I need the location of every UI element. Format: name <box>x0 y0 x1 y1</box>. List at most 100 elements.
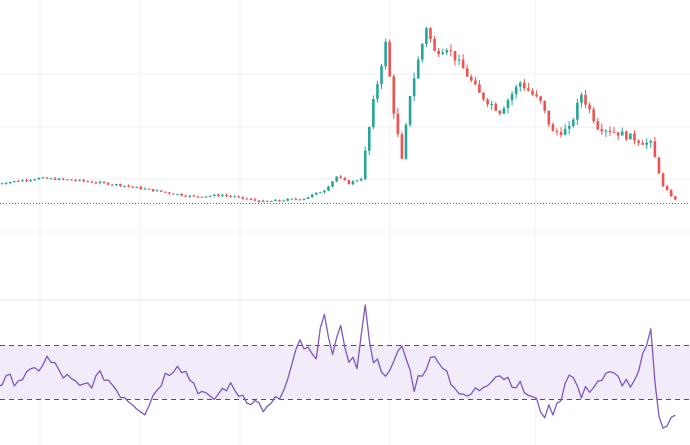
candle-body <box>90 181 94 183</box>
candle-body <box>37 177 41 180</box>
candle-body <box>274 199 277 202</box>
candle-body <box>249 198 253 200</box>
candle-body <box>494 103 498 111</box>
candle-body <box>86 181 90 183</box>
candle-body <box>41 177 45 179</box>
candle-body <box>49 178 53 180</box>
candle-body <box>433 38 436 51</box>
candle-body <box>641 143 644 145</box>
candle-body <box>453 51 457 61</box>
candle-body <box>127 185 130 187</box>
candle-body <box>278 199 281 201</box>
candle-body <box>270 201 273 203</box>
candle-body <box>241 196 245 199</box>
candle-body <box>449 50 453 52</box>
candle-body <box>115 184 118 186</box>
candle-body <box>588 104 591 110</box>
candle-body <box>437 50 440 55</box>
candle-body <box>474 80 477 85</box>
candle-body <box>551 124 555 132</box>
candle-body <box>306 197 310 199</box>
candle-body <box>527 88 530 91</box>
candle-body <box>584 94 587 105</box>
candle-body <box>61 178 65 180</box>
candle-body <box>155 190 159 192</box>
candle-body <box>294 198 298 200</box>
candle-body <box>184 195 187 197</box>
candle-body <box>78 179 81 181</box>
candle-body <box>673 196 677 200</box>
candle-body <box>327 186 330 191</box>
candle-body <box>192 195 196 197</box>
candle-body <box>408 96 412 125</box>
candle-body <box>576 102 579 120</box>
candle-body <box>482 92 485 100</box>
candle-body <box>25 180 28 182</box>
candle-body <box>629 133 632 140</box>
candle-body <box>633 133 636 141</box>
candle-body <box>147 188 151 190</box>
price-pane <box>0 26 690 204</box>
candle-body <box>8 181 12 184</box>
rsi-band <box>0 345 690 400</box>
candle-body <box>302 198 306 200</box>
candle-body <box>168 192 171 194</box>
candle-body <box>172 193 175 195</box>
candle-body <box>66 179 69 181</box>
candle-body <box>323 190 326 193</box>
candle-body <box>506 100 510 109</box>
candle-body <box>94 182 98 184</box>
candle-body <box>367 127 371 151</box>
candle-body <box>82 179 85 182</box>
candle-body <box>604 130 608 132</box>
candle-body <box>13 180 16 182</box>
candle-body <box>596 121 600 130</box>
candle-body <box>416 59 420 79</box>
candle-body <box>653 141 657 158</box>
candle-body <box>625 131 628 140</box>
candle-body <box>135 186 139 188</box>
candle-body <box>237 196 241 198</box>
candle-body <box>102 181 106 183</box>
rsi-line <box>0 304 676 429</box>
candle-body <box>343 178 347 181</box>
candle-body <box>70 179 73 181</box>
candle-body <box>567 125 571 129</box>
candle-body <box>563 128 567 135</box>
candle-body <box>616 132 620 136</box>
candle-body <box>535 94 538 97</box>
candle-body <box>119 184 122 186</box>
candle-body <box>478 84 481 93</box>
candle-body <box>425 28 428 44</box>
candle-body <box>355 180 359 182</box>
candle-body <box>110 184 114 186</box>
candle-body <box>363 150 367 179</box>
candle-body <box>212 194 216 196</box>
candle-body <box>196 196 200 198</box>
candle-body <box>486 99 489 105</box>
candle-body <box>539 96 542 101</box>
candle-body <box>131 186 134 188</box>
candle-body <box>0 183 4 185</box>
candle-body <box>151 189 155 192</box>
candle-body <box>502 108 506 114</box>
candle-body <box>669 190 673 197</box>
candle-body <box>123 185 126 187</box>
candle-body <box>180 193 183 196</box>
candle-body <box>559 131 563 135</box>
candle-body <box>225 195 228 197</box>
candle-body <box>445 50 449 53</box>
candle-body <box>314 192 318 195</box>
candle-body <box>457 59 461 61</box>
candle-body <box>21 180 24 182</box>
candle-body <box>29 180 32 182</box>
candle-body <box>319 192 322 194</box>
candle-body <box>543 100 547 111</box>
candle-body <box>498 110 502 114</box>
candle-body <box>339 176 343 179</box>
candle-body <box>221 195 224 197</box>
candle-body <box>286 198 289 201</box>
candle-body <box>351 181 355 185</box>
